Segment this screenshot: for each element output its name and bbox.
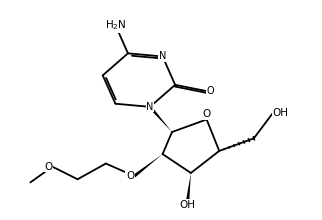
Text: O: O [207, 86, 214, 96]
Text: $\mathregular{H_2N}$: $\mathregular{H_2N}$ [105, 18, 126, 32]
Text: O: O [126, 171, 134, 181]
Text: O: O [44, 162, 52, 172]
Text: N: N [146, 102, 154, 112]
Text: N: N [159, 51, 166, 61]
Text: OH: OH [273, 108, 289, 118]
Polygon shape [149, 106, 172, 132]
Polygon shape [133, 154, 163, 177]
Text: OH: OH [180, 200, 196, 210]
Polygon shape [186, 173, 191, 200]
Text: O: O [203, 109, 211, 119]
